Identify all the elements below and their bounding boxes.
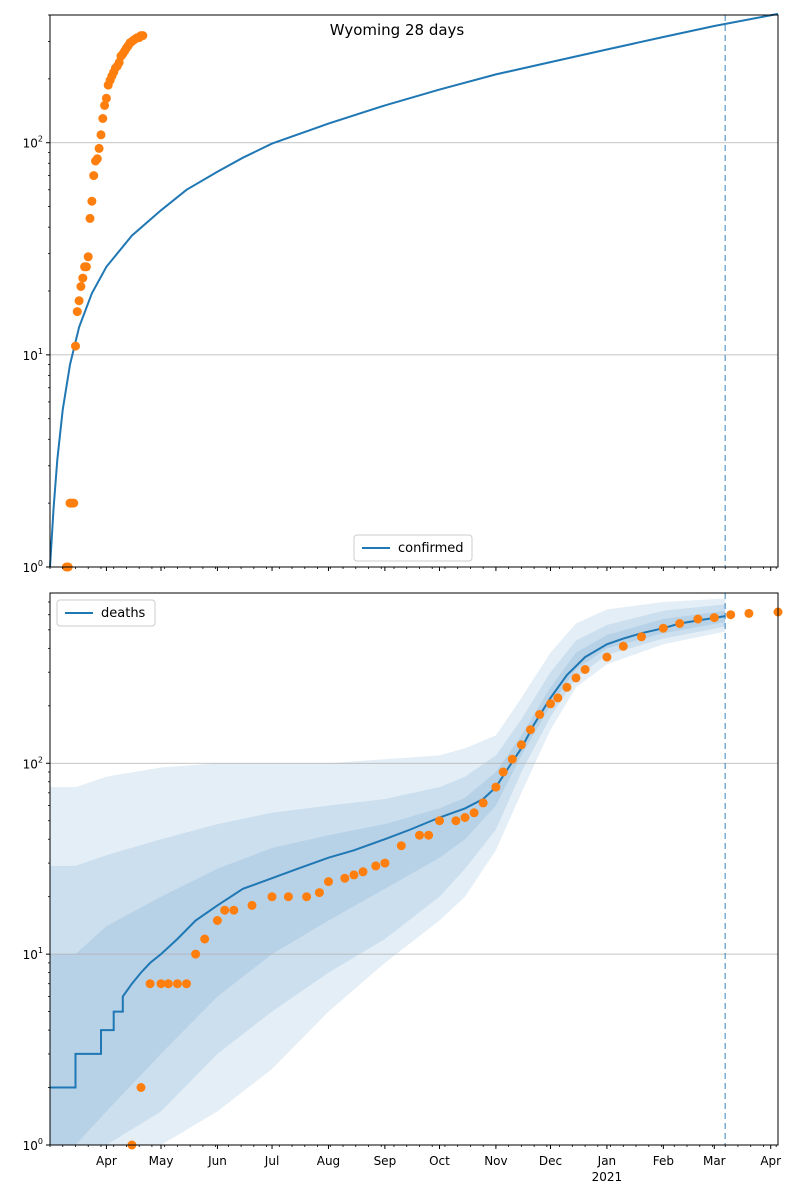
observed-point xyxy=(324,877,333,887)
observed-point xyxy=(74,296,84,306)
observed-point xyxy=(72,307,82,317)
observed-point xyxy=(478,798,488,808)
observed-point xyxy=(469,808,479,818)
observed-point xyxy=(76,282,86,291)
observed-point xyxy=(156,979,166,989)
observed-point xyxy=(415,830,424,840)
observed-point xyxy=(709,613,719,623)
observed-point xyxy=(96,130,106,140)
observed-point xyxy=(602,652,612,662)
observed-point xyxy=(302,892,312,902)
uncertainty-band-1 xyxy=(50,598,726,1145)
observed-point xyxy=(562,682,572,692)
observed-point xyxy=(138,31,148,41)
x-tick-label: Apr xyxy=(96,1154,117,1168)
observed-point xyxy=(163,979,173,989)
observed-point xyxy=(145,979,155,989)
observed-point xyxy=(182,979,191,989)
observed-point xyxy=(546,699,555,709)
observed-point xyxy=(98,114,108,123)
observed-point xyxy=(371,861,381,871)
observed-point xyxy=(658,623,668,633)
observed-point xyxy=(349,870,359,880)
x-tick-year-label: 2021 xyxy=(592,1170,623,1184)
plot-frame xyxy=(49,14,779,568)
x-tick-label: Sep xyxy=(374,1154,397,1168)
observed-point xyxy=(693,614,703,624)
observed-point xyxy=(460,813,470,822)
observed-point xyxy=(553,693,563,703)
observed-point xyxy=(81,262,91,272)
confirmed-series-line xyxy=(49,12,779,568)
observed-point xyxy=(69,498,79,508)
observed-point xyxy=(229,905,239,915)
deaths-legend: deaths xyxy=(56,599,156,627)
observed-point xyxy=(618,641,628,651)
observed-point xyxy=(637,632,646,642)
observed-point xyxy=(451,816,461,826)
observed-point xyxy=(580,665,590,674)
observed-point xyxy=(340,873,350,883)
observed-point xyxy=(744,608,754,618)
observed-point xyxy=(571,673,581,683)
deaths-series-line xyxy=(50,615,726,1089)
x-tick-label: Aug xyxy=(317,1154,340,1168)
x-tick-label: Mar xyxy=(703,1154,726,1168)
x-tick-label: Oct xyxy=(429,1154,450,1168)
observed-point xyxy=(247,900,257,910)
uncertainty-band-2 xyxy=(50,604,726,1145)
x-tick-label: Jul xyxy=(264,1154,279,1168)
observed-point xyxy=(71,341,80,351)
observed-point xyxy=(535,710,545,719)
observed-point xyxy=(100,100,110,110)
observed-point xyxy=(491,782,501,792)
x-tick-label: Dec xyxy=(539,1154,562,1168)
legend-label-confirmed: confirmed xyxy=(398,541,464,556)
observed-point xyxy=(94,143,104,153)
observed-point xyxy=(101,93,111,103)
observed-point xyxy=(85,213,95,223)
observed-point xyxy=(172,979,182,989)
observed-point xyxy=(267,892,277,902)
observed-point xyxy=(87,196,97,206)
observed-point xyxy=(78,273,88,283)
observed-point xyxy=(191,949,201,959)
observed-point xyxy=(526,725,535,735)
observed-point xyxy=(136,1083,146,1092)
observed-point xyxy=(283,892,293,902)
observed-point xyxy=(507,754,517,764)
x-tick-label: Apr xyxy=(760,1154,781,1168)
observed-point xyxy=(212,916,222,925)
uncertainty-band-3 xyxy=(50,610,726,1145)
x-tick-label: May xyxy=(149,1154,174,1168)
legend-label-deaths: deaths xyxy=(101,606,146,621)
chart-title: Wyoming 28 days xyxy=(330,21,465,39)
observed-point xyxy=(83,252,93,262)
x-tick-label: Feb xyxy=(653,1154,674,1168)
observed-point xyxy=(220,905,230,915)
observed-point xyxy=(726,610,736,620)
observed-point xyxy=(314,888,324,898)
observed-point xyxy=(358,867,368,877)
observed-point xyxy=(498,767,508,777)
x-tick-label: Jun xyxy=(207,1154,227,1168)
observed-point xyxy=(675,619,685,628)
observed-point xyxy=(516,740,526,750)
confirmed-legend: confirmed xyxy=(353,534,473,562)
observed-point xyxy=(200,934,210,944)
x-tick-label: Nov xyxy=(484,1154,507,1168)
observed-point xyxy=(424,830,434,840)
observed-point xyxy=(89,171,99,181)
observed-point xyxy=(92,154,102,164)
observed-point xyxy=(396,841,406,851)
plot-frame xyxy=(49,592,779,1146)
observed-point xyxy=(380,858,390,868)
observed-point xyxy=(435,816,444,826)
x-tick-label: Jan xyxy=(597,1154,617,1168)
